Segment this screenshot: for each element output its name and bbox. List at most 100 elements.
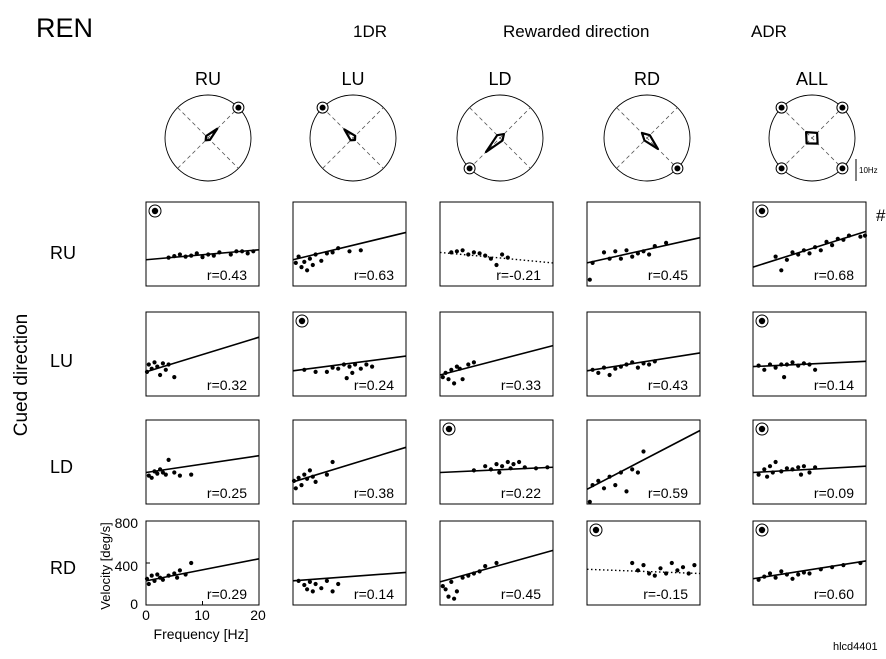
- data-point: [324, 578, 329, 584]
- data-point: [658, 566, 663, 571]
- data-point: [762, 574, 767, 579]
- polar-circle: [309, 94, 397, 182]
- data-point: [177, 568, 182, 573]
- data-point: [291, 478, 297, 483]
- data-point: [813, 245, 818, 250]
- x-axis-title: Frequency [Hz]: [154, 626, 249, 642]
- data-point: [641, 563, 646, 568]
- data-point: [163, 367, 168, 372]
- data-point: [784, 572, 790, 577]
- rewarded-match-marker-dot: [758, 425, 766, 433]
- data-point: [692, 563, 697, 568]
- polar-plot-rd: [603, 94, 691, 182]
- data-point: [251, 249, 256, 254]
- polar-circle: [164, 94, 252, 182]
- data-point: [756, 472, 761, 477]
- data-point: [858, 560, 863, 566]
- condition-label-adr: ADR: [751, 22, 787, 41]
- polar-circle: [603, 94, 691, 182]
- data-point: [319, 586, 324, 591]
- data-point: [189, 560, 194, 566]
- row-label-rd: RD: [50, 558, 76, 578]
- data-point: [307, 256, 312, 261]
- data-point: [471, 468, 476, 473]
- data-point: [773, 459, 778, 465]
- data-point: [813, 367, 818, 372]
- rewarded-target-marker-dot: [674, 165, 681, 172]
- panel-frame: [752, 311, 867, 397]
- rewarded-target-marker-dot: [319, 104, 326, 111]
- regression-line: [752, 230, 867, 268]
- cued-direction-label: Cued direction: [11, 314, 32, 437]
- data-point: [330, 589, 335, 594]
- data-point: [460, 575, 465, 580]
- polar-diagonal: [781, 107, 843, 169]
- data-point: [790, 360, 795, 365]
- correlation-label: r=0.45: [648, 267, 688, 283]
- data-point: [596, 478, 601, 483]
- data-point: [471, 360, 476, 365]
- data-point: [483, 564, 488, 569]
- data-point: [647, 571, 652, 576]
- data-point: [370, 364, 375, 369]
- data-point: [336, 366, 341, 371]
- data-point: [647, 362, 652, 367]
- data-point: [494, 560, 499, 566]
- data-point: [533, 466, 539, 471]
- data-point: [305, 476, 310, 481]
- data-point: [618, 256, 624, 261]
- correlation-label: r=0.25: [207, 485, 247, 501]
- data-point: [144, 576, 150, 581]
- data-point: [177, 252, 182, 257]
- correlation-label: r=0.38: [354, 485, 394, 501]
- scatter-panel-lu-ru: r=0.32: [144, 311, 260, 397]
- data-point: [353, 362, 358, 367]
- correlation-label: r=0.45: [501, 586, 541, 602]
- figure-id: hlcd4401: [833, 641, 878, 653]
- regression-line: [292, 231, 407, 261]
- data-point: [158, 372, 163, 378]
- data-point: [313, 252, 318, 257]
- column-label-lu: LU: [341, 69, 364, 89]
- rewarded-target-marker-dot: [778, 165, 785, 172]
- correlation-label: r=0.24: [354, 377, 394, 393]
- data-point: [350, 370, 355, 375]
- data-point: [305, 587, 310, 592]
- correlation-label: r=-0.21: [496, 267, 541, 283]
- data-point: [471, 571, 476, 576]
- panel-frame: [586, 201, 701, 287]
- data-point: [477, 569, 482, 574]
- data-point: [477, 251, 482, 256]
- data-point: [762, 467, 767, 472]
- column-label-rd: RD: [634, 69, 660, 89]
- scatter-panel-ru-rd: r=0.45: [586, 201, 701, 287]
- scatter-panel-ld-lu: r=0.38: [291, 419, 407, 505]
- data-point: [784, 362, 790, 367]
- panel-frame: [292, 201, 407, 287]
- data-point: [807, 251, 812, 256]
- data-point: [613, 366, 618, 371]
- data-point: [313, 581, 318, 587]
- rewarded-target-marker-dot: [839, 104, 846, 111]
- data-point: [488, 256, 493, 261]
- correlation-label: r=0.59: [648, 485, 688, 501]
- correlation-label: r=0.09: [814, 485, 854, 501]
- data-point: [601, 486, 607, 491]
- data-point: [172, 254, 177, 259]
- data-point: [669, 560, 674, 566]
- correlation-label: r=0.14: [354, 586, 394, 602]
- data-point: [779, 469, 784, 474]
- data-point: [652, 359, 657, 364]
- panel-frame: [586, 311, 701, 397]
- data-point: [358, 366, 363, 371]
- hash-mark: #: [876, 206, 886, 225]
- regression-line: [586, 429, 701, 491]
- correlation-label: r=0.43: [648, 377, 688, 393]
- data-point: [773, 365, 778, 370]
- data-point: [358, 248, 363, 253]
- data-point: [166, 457, 171, 462]
- rewarded-match-marker-dot: [151, 207, 159, 215]
- data-point: [767, 362, 773, 367]
- data-point: [618, 470, 624, 475]
- data-point: [296, 475, 301, 480]
